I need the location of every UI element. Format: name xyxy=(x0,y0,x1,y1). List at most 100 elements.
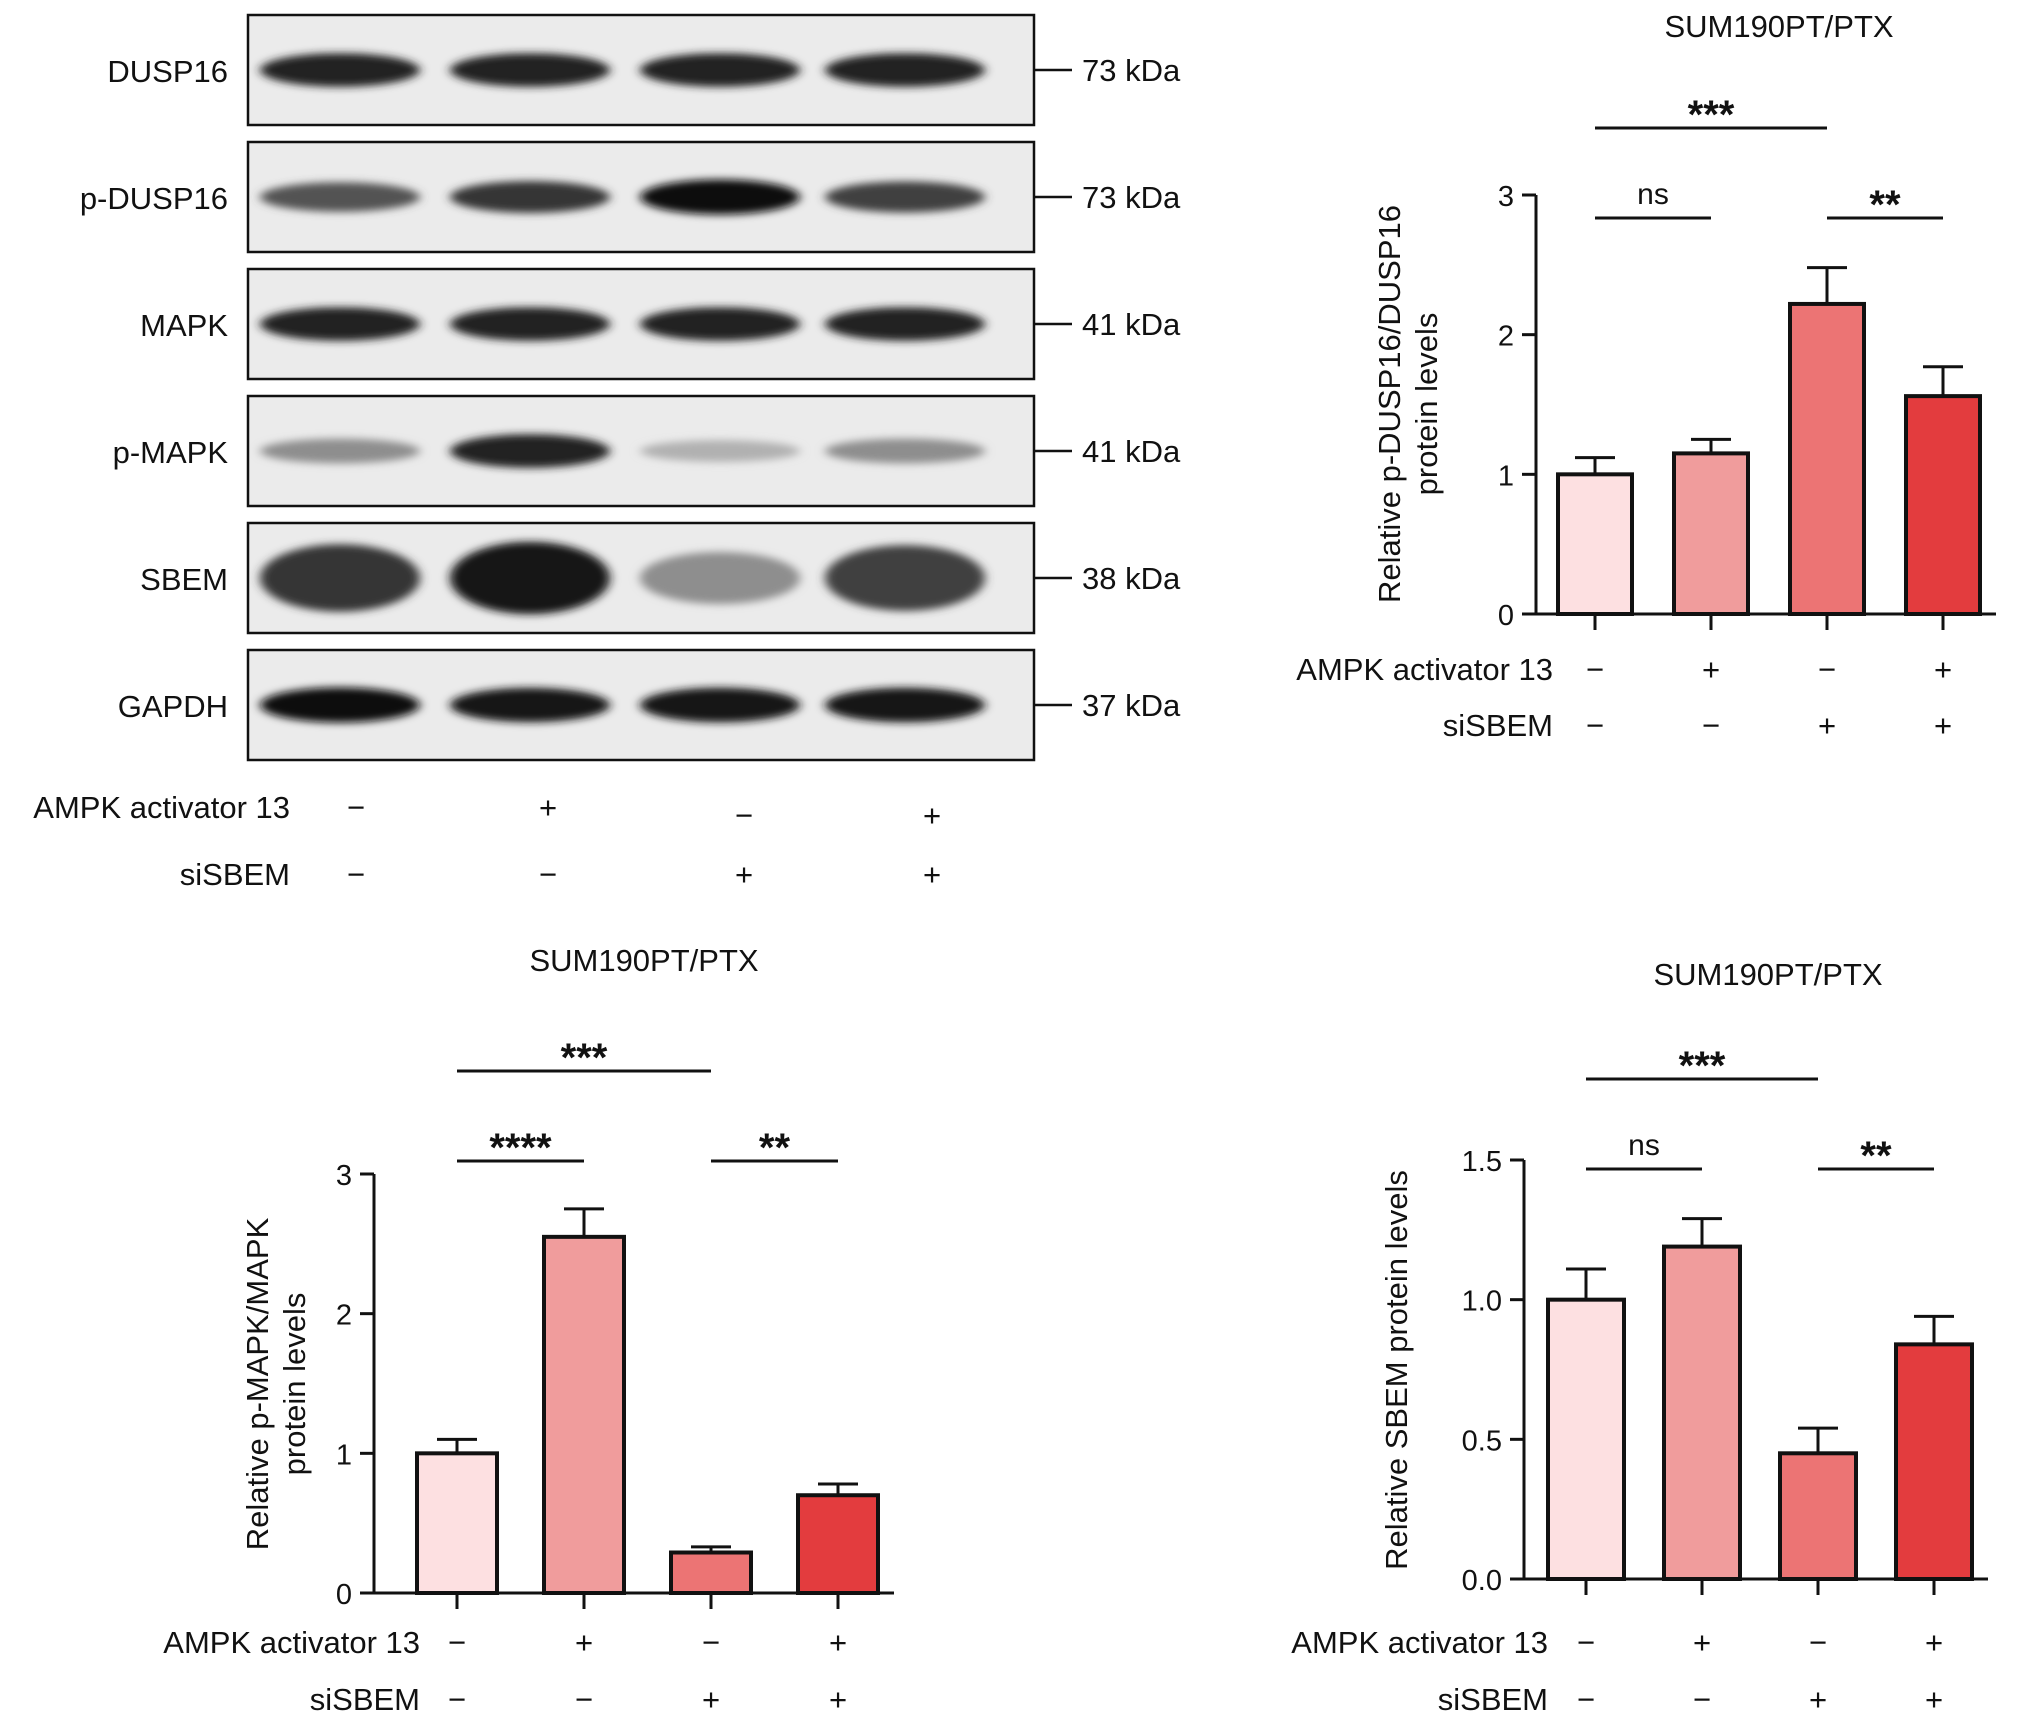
significance-label: *** xyxy=(1679,1044,1726,1088)
condition-sign: + xyxy=(1934,708,1952,743)
condition-sign: + xyxy=(1925,1625,1943,1660)
band-mapk-lane-4 xyxy=(825,307,985,341)
bar-4 xyxy=(1894,1342,1974,1581)
condition-sign: + xyxy=(575,1625,593,1660)
band-sbem-lane-2 xyxy=(450,541,610,615)
band-mapk-lane-2 xyxy=(450,307,610,341)
band-gapdh-lane-4 xyxy=(825,687,985,723)
band-dusp16-lane-3 xyxy=(640,53,800,87)
chart-title: SUM190PT/PTX xyxy=(1653,957,1882,992)
bar-4 xyxy=(1904,394,1982,616)
band-p-dusp16-lane-4 xyxy=(825,181,985,213)
y-tick-label: 0.0 xyxy=(1462,1565,1502,1597)
condition-sign: + xyxy=(735,857,753,892)
chart-sbem-levels: SUM190PT/PTX 0.0 0.5 1.0 1.5 Relative SBEM pr… xyxy=(1291,957,1988,1717)
significance-label: ** xyxy=(1869,183,1901,227)
y-axis-label-line: Relative p-MAPK/MAPK xyxy=(240,1217,275,1550)
band-dusp16-lane-4 xyxy=(825,53,985,87)
condition-sign: − xyxy=(448,1625,466,1660)
significance-label: ** xyxy=(759,1126,791,1170)
condition-label: AMPK activator 13 xyxy=(163,1625,420,1660)
condition-label: AMPK activator 13 xyxy=(33,790,290,825)
condition-sign: − xyxy=(539,857,557,892)
condition-label: siSBEM xyxy=(1443,708,1553,743)
significance-label: **** xyxy=(489,1126,552,1170)
condition-label: siSBEM xyxy=(310,1682,420,1717)
condition-sign: + xyxy=(829,1625,847,1660)
significance-label: ns xyxy=(1628,1129,1660,1162)
band-p-mapk-lane-1 xyxy=(260,438,420,464)
y-axis-label: Relative p-DUSP16/DUSP16protein levels xyxy=(1372,205,1444,603)
condition-sign: − xyxy=(575,1682,593,1717)
chart-p-mapk-ratio: SUM190PT/PTX 0 1 2 3 Relative p-MAPK/MAPKprot… xyxy=(163,943,894,1717)
band-sbem-lane-1 xyxy=(260,544,420,612)
y-axis-label: Relative SBEM protein levels xyxy=(1379,1170,1414,1570)
band-dusp16-lane-2 xyxy=(450,53,610,87)
y-axis-label-line: Relative p-DUSP16/DUSP16 xyxy=(1372,205,1407,603)
molecular-weight-label: 41 kDa xyxy=(1082,434,1181,469)
y-axis-label-line: protein levels xyxy=(1409,313,1444,496)
condition-sign: − xyxy=(448,1682,466,1717)
chart-p-dusp16-ratio: SUM190PT/PTX 0 1 2 3 Relative p-DUSP16/DUSP16… xyxy=(1296,9,1996,743)
condition-sign: + xyxy=(923,857,941,892)
y-tick-label: 2 xyxy=(336,1300,352,1332)
significance-label: *** xyxy=(1688,93,1735,137)
condition-sign: − xyxy=(1577,1625,1595,1660)
condition-sign: + xyxy=(539,790,557,825)
significance-label: ns xyxy=(1637,178,1669,211)
band-sbem-lane-3 xyxy=(640,551,800,605)
condition-sign: − xyxy=(735,798,753,833)
bar-1 xyxy=(1556,472,1634,617)
condition-label: siSBEM xyxy=(1438,1682,1548,1717)
y-tick-label: 3 xyxy=(1498,181,1514,213)
y-tick-label: 1.0 xyxy=(1462,1286,1502,1318)
significance-label: *** xyxy=(561,1036,608,1080)
condition-sign: + xyxy=(923,798,941,833)
y-tick-label: 1 xyxy=(336,1439,352,1471)
bar-1 xyxy=(415,1451,499,1596)
band-p-dusp16-lane-3 xyxy=(640,179,800,215)
y-axis-label: Relative p-MAPK/MAPKprotein levels xyxy=(240,1217,312,1550)
band-p-mapk-lane-3 xyxy=(640,440,800,462)
bar-2 xyxy=(542,1234,626,1595)
bar-2 xyxy=(1662,1244,1742,1582)
blot-label: GAPDH xyxy=(118,689,228,724)
condition-sign: + xyxy=(1934,652,1952,687)
molecular-weight-label: 38 kDa xyxy=(1082,561,1181,596)
bar-1 xyxy=(1546,1297,1626,1581)
y-tick-label: 0 xyxy=(1498,600,1514,632)
chart-title: SUM190PT/PTX xyxy=(1664,9,1893,44)
condition-sign: − xyxy=(347,857,365,892)
band-gapdh-lane-1 xyxy=(260,687,420,723)
condition-sign: − xyxy=(347,790,365,825)
condition-sign: − xyxy=(1818,652,1836,687)
molecular-weight-label: 73 kDa xyxy=(1082,180,1181,215)
condition-sign: − xyxy=(1809,1625,1827,1660)
blot-label: DUSP16 xyxy=(107,54,228,89)
bar-3 xyxy=(1778,1451,1858,1582)
blot-label: MAPK xyxy=(140,308,228,343)
band-p-mapk-lane-2 xyxy=(450,434,610,468)
condition-label: AMPK activator 13 xyxy=(1291,1625,1548,1660)
condition-sign: + xyxy=(829,1682,847,1717)
band-mapk-lane-1 xyxy=(260,307,420,341)
band-p-dusp16-lane-1 xyxy=(260,182,420,212)
band-gapdh-lane-2 xyxy=(450,687,610,723)
band-mapk-lane-3 xyxy=(640,307,800,341)
y-tick-label: 1 xyxy=(1498,460,1514,492)
condition-sign: + xyxy=(1925,1682,1943,1717)
condition-sign: − xyxy=(702,1625,720,1660)
y-tick-label: 2 xyxy=(1498,321,1514,353)
molecular-weight-label: 37 kDa xyxy=(1082,688,1181,723)
molecular-weight-label: 41 kDa xyxy=(1082,307,1181,342)
condition-sign: − xyxy=(1586,652,1604,687)
y-tick-label: 3 xyxy=(336,1160,352,1192)
bar-3 xyxy=(1788,301,1866,616)
y-tick-label: 1.5 xyxy=(1462,1146,1502,1178)
band-gapdh-lane-3 xyxy=(640,687,800,723)
condition-sign: + xyxy=(1809,1682,1827,1717)
molecular-weight-label: 73 kDa xyxy=(1082,53,1181,88)
condition-sign: + xyxy=(1693,1625,1711,1660)
condition-sign: + xyxy=(702,1682,720,1717)
